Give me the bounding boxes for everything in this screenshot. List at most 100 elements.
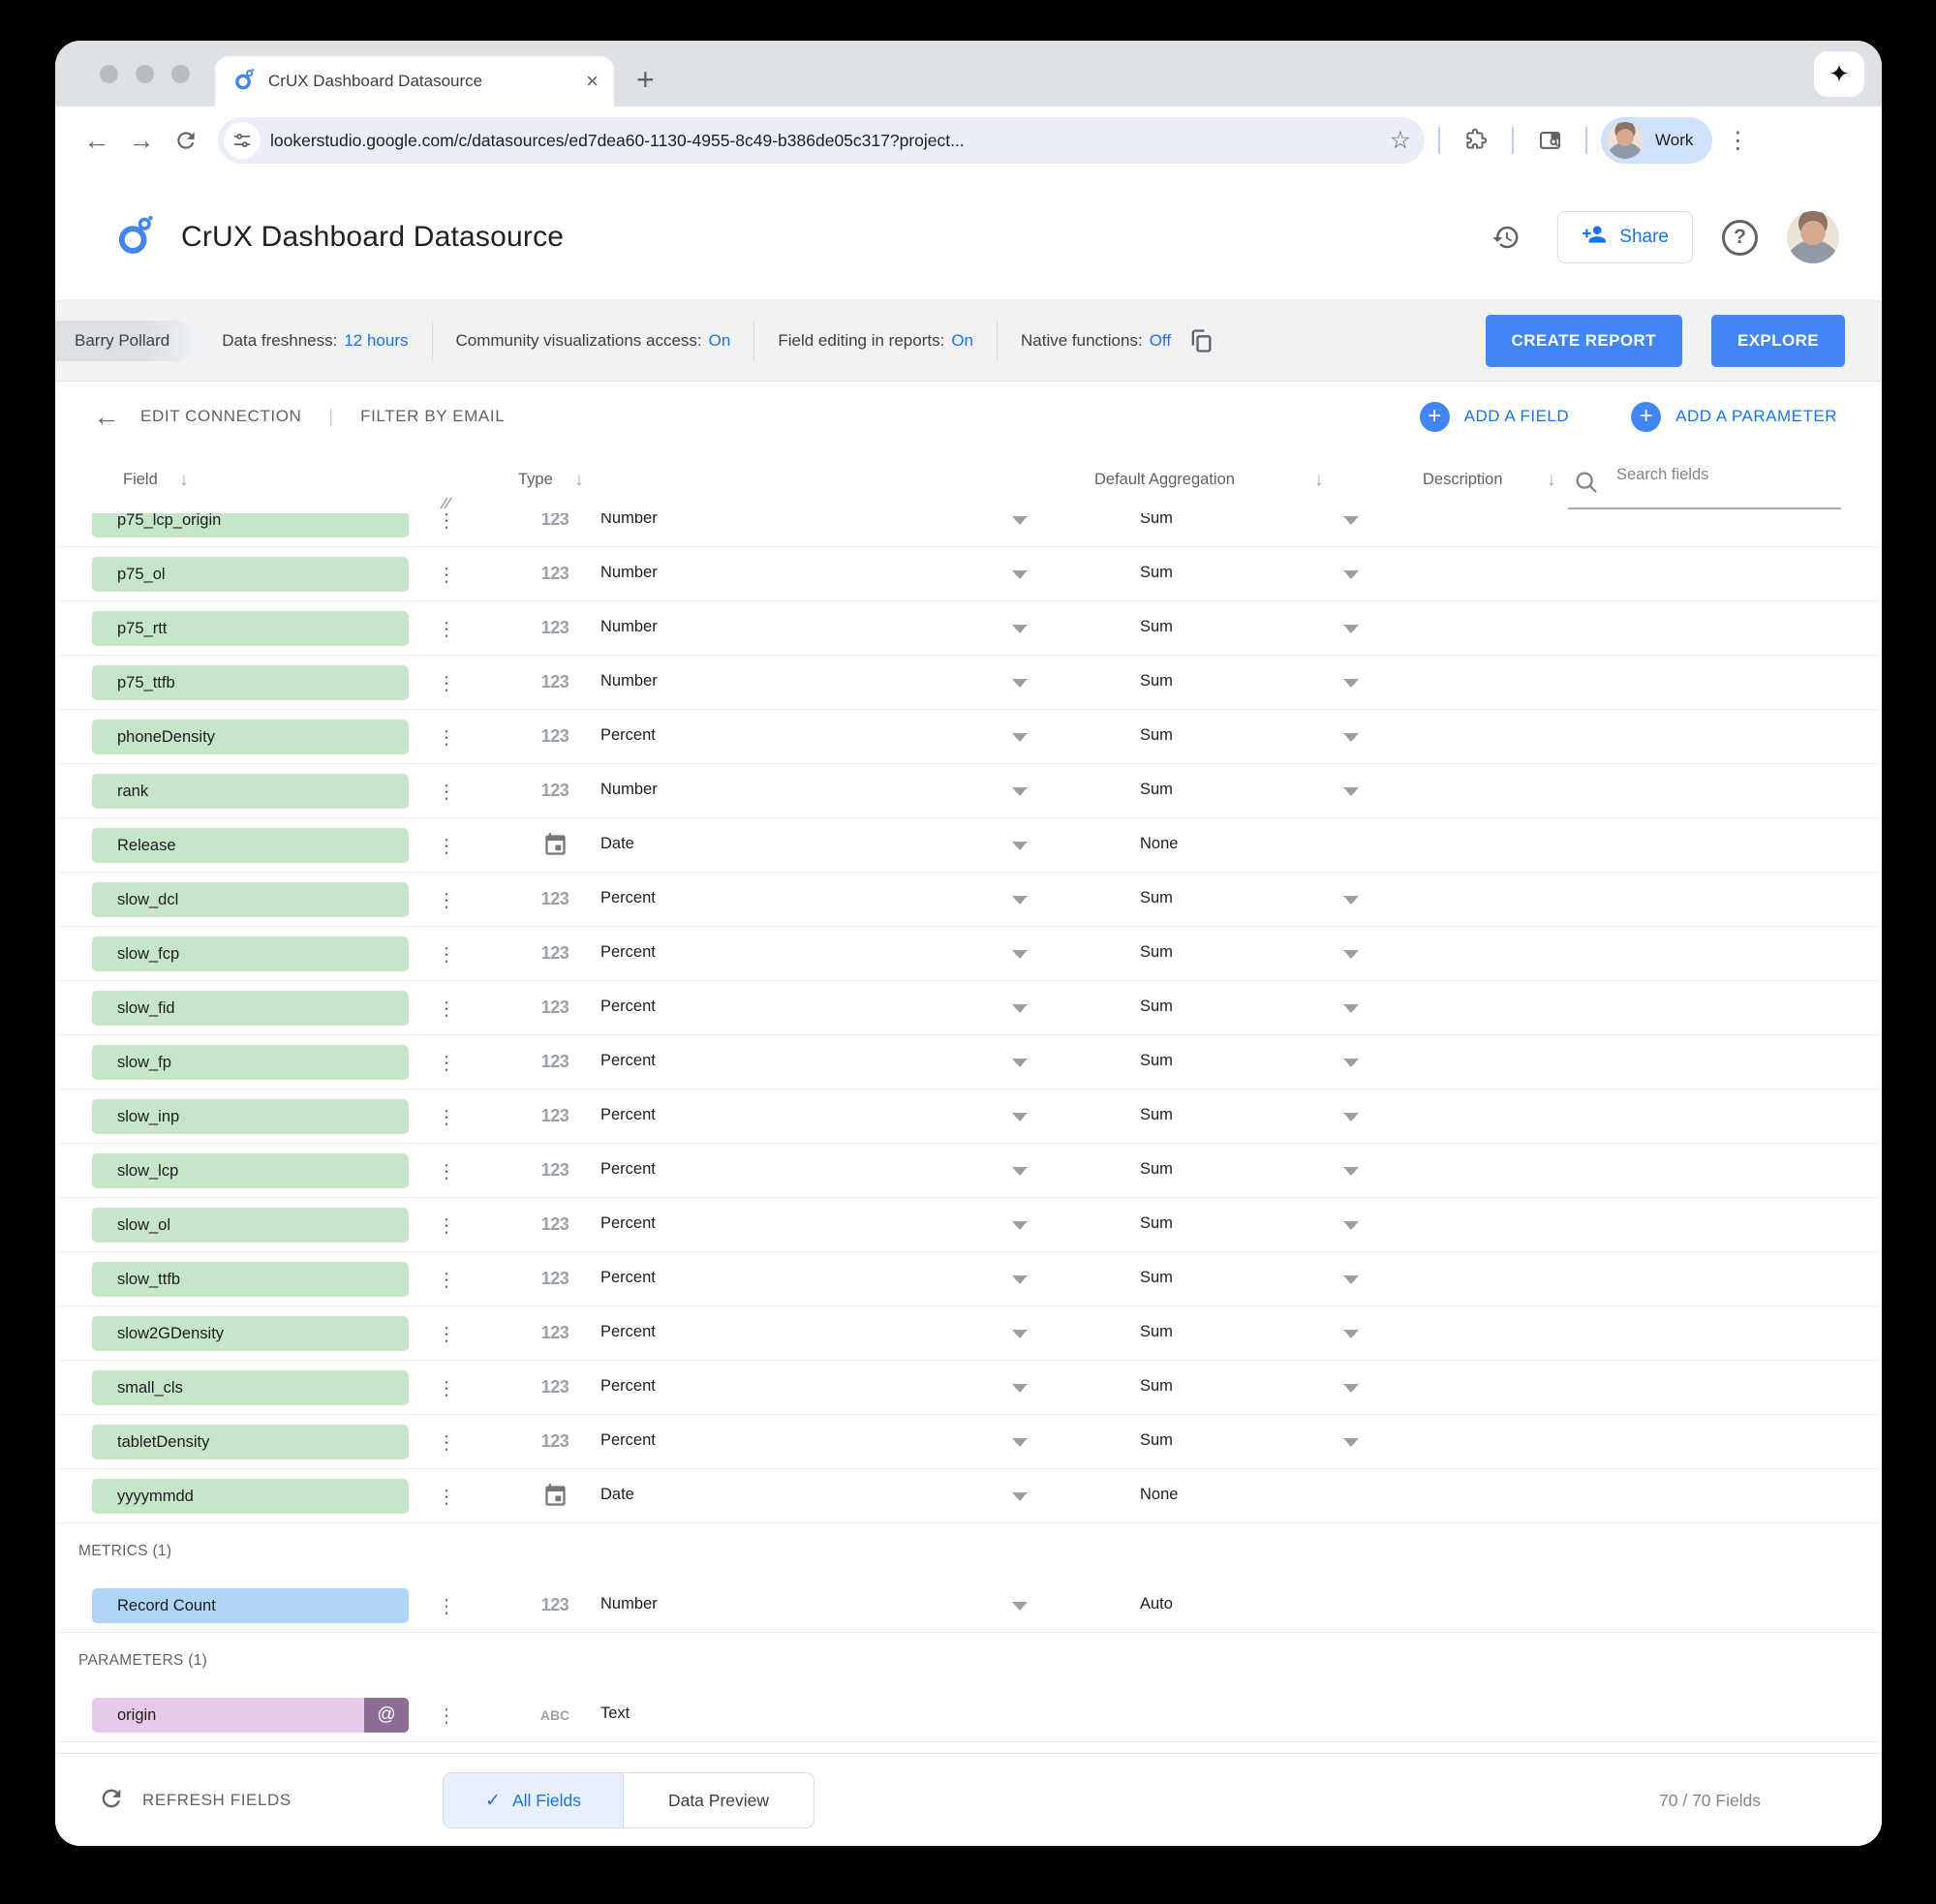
field-chip[interactable]: p75_ol — [92, 557, 409, 592]
row-menu-icon[interactable]: ⋮ — [437, 781, 456, 803]
aggregation-dropdown-caret[interactable] — [1343, 1438, 1359, 1447]
tab-close-icon[interactable]: × — [586, 69, 599, 93]
browser-profile-pill[interactable]: Work — [1601, 117, 1713, 164]
account-avatar[interactable] — [1787, 211, 1839, 263]
edit-connection-back-icon[interactable]: ← — [93, 401, 120, 431]
row-menu-icon[interactable]: ⋮ — [437, 1214, 456, 1237]
aggregation-dropdown-caret[interactable] — [1343, 1167, 1359, 1176]
row-menu-icon[interactable]: ⋮ — [437, 726, 456, 749]
type-dropdown-caret[interactable] — [1012, 1167, 1028, 1176]
browser-menu-icon[interactable]: ⋮ — [1726, 127, 1750, 154]
type-dropdown-caret[interactable] — [1012, 1221, 1028, 1230]
aggregation-dropdown-caret[interactable] — [1343, 787, 1359, 796]
aggregation-dropdown-caret[interactable] — [1343, 679, 1359, 688]
type-dropdown-caret[interactable] — [1012, 1492, 1028, 1501]
row-menu-icon[interactable]: ⋮ — [437, 1595, 456, 1617]
type-dropdown-caret[interactable] — [1012, 516, 1028, 525]
field-chip[interactable]: p75_rtt — [92, 611, 409, 646]
url-bar[interactable]: lookerstudio.google.com/c/datasources/ed… — [218, 117, 1425, 164]
copy-icon[interactable] — [1187, 327, 1214, 354]
minimize-window-button[interactable] — [136, 65, 154, 83]
field-chip[interactable]: Release — [92, 828, 409, 863]
sort-down-icon[interactable]: ↓ — [1314, 470, 1324, 490]
type-dropdown-caret[interactable] — [1012, 679, 1028, 688]
column-header-description[interactable]: Description — [1423, 471, 1503, 488]
sort-down-icon[interactable]: ↓ — [179, 470, 189, 490]
row-menu-icon[interactable]: ⋮ — [437, 1106, 456, 1128]
browser-tab[interactable]: CrUX Dashboard Datasource × — [215, 56, 614, 107]
native-functions-item[interactable]: Native functions: Off — [998, 322, 1238, 360]
column-header-type[interactable]: Type — [518, 471, 553, 488]
field-chip[interactable]: slow_fcp — [92, 937, 409, 971]
field-chip[interactable]: slow_ol — [92, 1208, 409, 1243]
share-button[interactable]: Share — [1557, 211, 1693, 263]
type-dropdown-caret[interactable] — [1012, 733, 1028, 742]
row-menu-icon[interactable]: ⋮ — [437, 835, 456, 857]
row-menu-icon[interactable]: ⋮ — [437, 943, 456, 966]
field-chip[interactable]: phoneDensity — [92, 720, 409, 754]
type-dropdown-caret[interactable] — [1012, 1602, 1028, 1611]
back-icon[interactable]: ← — [83, 125, 110, 155]
field-chip[interactable]: p75_lcp_origin — [92, 513, 409, 537]
field-editing-item[interactable]: Field editing in reports: On — [754, 322, 999, 360]
aggregation-dropdown-caret[interactable] — [1343, 1330, 1359, 1338]
row-menu-icon[interactable]: ⋮ — [437, 1323, 456, 1345]
column-resize-handle[interactable] — [439, 496, 454, 516]
field-chip[interactable]: small_cls — [92, 1370, 409, 1405]
type-dropdown-caret[interactable] — [1012, 950, 1028, 959]
field-chip[interactable]: tabletDensity — [92, 1425, 409, 1459]
version-history-icon[interactable] — [1484, 215, 1528, 260]
type-dropdown-caret[interactable] — [1012, 1438, 1028, 1447]
add-field-button[interactable]: + ADD A FIELD — [1419, 401, 1569, 432]
aggregation-dropdown-caret[interactable] — [1343, 950, 1359, 959]
aggregation-dropdown-caret[interactable] — [1343, 1059, 1359, 1067]
aggregation-dropdown-caret[interactable] — [1343, 1113, 1359, 1121]
field-chip[interactable]: slow_lcp — [92, 1153, 409, 1188]
row-menu-icon[interactable]: ⋮ — [437, 998, 456, 1020]
type-dropdown-caret[interactable] — [1012, 896, 1028, 905]
forward-icon[interactable]: → — [128, 125, 155, 155]
field-chip[interactable]: slow2GDensity — [92, 1316, 409, 1351]
aggregation-dropdown-caret[interactable] — [1343, 570, 1359, 579]
type-dropdown-caret[interactable] — [1012, 1275, 1028, 1284]
type-dropdown-caret[interactable] — [1012, 1330, 1028, 1338]
help-icon[interactable]: ? — [1722, 219, 1758, 256]
field-chip[interactable]: slow_dcl — [92, 882, 409, 917]
row-menu-icon[interactable]: ⋮ — [437, 1486, 456, 1508]
extensions-puzzle-icon[interactable] — [1454, 118, 1498, 163]
field-chip[interactable]: rank — [92, 774, 409, 809]
aggregation-dropdown-caret[interactable] — [1343, 625, 1359, 633]
sort-down-icon[interactable]: ↓ — [1547, 470, 1556, 490]
row-menu-icon[interactable]: ⋮ — [437, 1052, 456, 1074]
data-freshness-value[interactable]: 12 hours — [344, 331, 409, 350]
type-dropdown-caret[interactable] — [1012, 1384, 1028, 1393]
type-dropdown-caret[interactable] — [1012, 1113, 1028, 1121]
row-menu-icon[interactable]: ⋮ — [437, 1160, 456, 1182]
data-freshness-item[interactable]: Data freshness: 12 hours — [199, 322, 433, 360]
field-chip[interactable]: slow_fid — [92, 991, 409, 1026]
field-chip[interactable]: slow_ttfb — [92, 1262, 409, 1297]
add-parameter-button[interactable]: + ADD A PARAMETER — [1631, 401, 1837, 432]
type-dropdown-caret[interactable] — [1012, 1004, 1028, 1013]
filter-by-email-link[interactable]: FILTER BY EMAIL — [360, 407, 506, 425]
row-menu-icon[interactable]: ⋮ — [437, 1269, 456, 1291]
row-menu-icon[interactable]: ⋮ — [437, 889, 456, 911]
field-editing-value[interactable]: On — [951, 331, 974, 350]
row-menu-icon[interactable]: ⋮ — [437, 564, 456, 586]
aggregation-dropdown-caret[interactable] — [1343, 733, 1359, 742]
explore-button[interactable]: EXPLORE — [1710, 315, 1845, 367]
row-menu-icon[interactable]: ⋮ — [437, 1377, 456, 1399]
native-functions-value[interactable]: Off — [1149, 331, 1172, 350]
field-chip[interactable]: origin @ — [92, 1698, 409, 1733]
row-menu-icon[interactable]: ⋮ — [437, 513, 456, 532]
create-report-button[interactable]: CREATE REPORT — [1485, 315, 1682, 367]
row-menu-icon[interactable]: ⋮ — [437, 672, 456, 694]
new-tab-button[interactable]: + — [636, 62, 655, 97]
bookmark-star-icon[interactable]: ☆ — [1389, 127, 1411, 154]
community-viz-item[interactable]: Community visualizations access: On — [433, 322, 755, 360]
aggregation-dropdown-caret[interactable] — [1343, 896, 1359, 905]
type-dropdown-caret[interactable] — [1012, 625, 1028, 633]
tab-all-fields[interactable]: ✓ All Fields — [444, 1773, 624, 1827]
field-chip[interactable]: slow_fp — [92, 1045, 409, 1080]
type-dropdown-caret[interactable] — [1012, 570, 1028, 579]
